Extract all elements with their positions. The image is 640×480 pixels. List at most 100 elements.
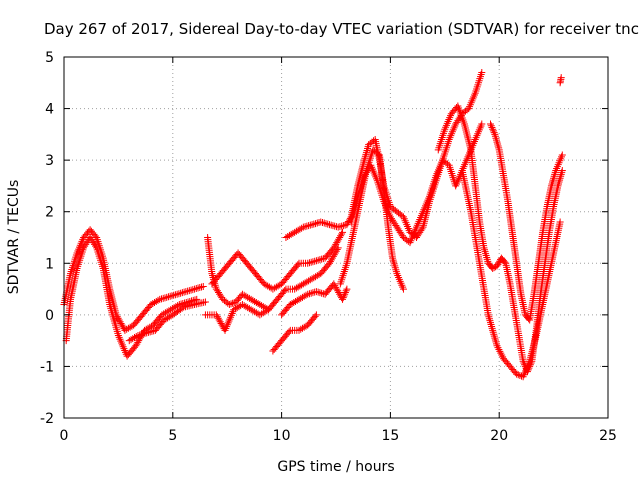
data-point (557, 74, 565, 82)
data-point (281, 287, 289, 295)
data-point (319, 219, 327, 227)
data-point (325, 221, 333, 229)
data-point (178, 289, 186, 297)
data-point (339, 228, 347, 236)
data-point (488, 324, 496, 332)
data-point (557, 172, 565, 180)
data-point (185, 287, 193, 295)
data-point (92, 242, 100, 250)
data-point (144, 328, 152, 336)
data-point (305, 290, 313, 298)
data-point (339, 294, 347, 302)
data-point (309, 258, 317, 266)
data-point (184, 298, 192, 306)
data-point (490, 330, 498, 338)
data-point (550, 174, 558, 182)
data-point (333, 246, 341, 254)
data-point (194, 284, 202, 292)
x-tick-label: 5 (168, 428, 177, 444)
data-point (304, 259, 312, 267)
chart-title: Day 267 of 2017, Sidereal Day-to-day VTE… (44, 20, 640, 38)
data-point (299, 223, 307, 231)
data-point (391, 264, 399, 272)
data-point (340, 292, 348, 300)
data-point (318, 255, 326, 263)
data-point (307, 258, 315, 266)
data-point (316, 289, 324, 297)
data-point (478, 68, 486, 76)
data-point (525, 315, 533, 323)
data-point (338, 230, 346, 238)
data-point (418, 225, 426, 233)
data-point (556, 218, 564, 226)
data-point (491, 334, 499, 342)
data-point (489, 127, 497, 135)
data-point (157, 295, 165, 303)
data-point (192, 285, 200, 293)
data-point (156, 295, 164, 303)
data-point (339, 295, 347, 303)
data-point (478, 120, 486, 128)
data-point (489, 125, 497, 133)
y-tick-label: 2 (45, 205, 54, 221)
data-point (338, 222, 346, 230)
y-axis-label: SDTVAR / TECUs (6, 180, 22, 295)
data-point (343, 221, 351, 229)
x-tick-label: 15 (381, 428, 399, 444)
data-point (163, 293, 171, 301)
data-point (174, 302, 182, 310)
data-point (558, 166, 566, 174)
data-point (199, 282, 207, 290)
data-point (494, 142, 502, 150)
data-point (186, 297, 194, 305)
data-point (196, 284, 204, 292)
data-point (298, 224, 306, 232)
data-point (556, 174, 564, 182)
data-point (91, 232, 99, 240)
data-point (488, 322, 496, 330)
series-track-h (278, 280, 351, 319)
data-point (342, 287, 350, 295)
data-point (489, 328, 497, 336)
data-point (339, 222, 347, 230)
series-track-o (556, 74, 565, 87)
series-track-c (125, 298, 209, 345)
data-point (399, 285, 407, 293)
data-point (336, 223, 344, 231)
data-point (481, 246, 489, 254)
data-point (302, 291, 310, 299)
data-point (294, 261, 302, 269)
data-point (141, 329, 149, 337)
data-point (134, 331, 142, 339)
data-point (159, 294, 167, 302)
x-tick-label: 20 (490, 428, 508, 444)
data-point (311, 312, 319, 320)
data-point (549, 178, 557, 186)
y-tick-label: 5 (45, 50, 54, 66)
data-point (139, 330, 147, 338)
data-point (558, 168, 566, 176)
y-tick-label: 1 (45, 256, 54, 272)
x-tick-label: 0 (60, 428, 69, 444)
data-point (320, 219, 328, 227)
data-point (495, 259, 503, 267)
data-point (516, 371, 524, 379)
series-track-d (204, 234, 273, 314)
data-point (166, 292, 174, 300)
data-point (390, 260, 398, 268)
series-track-g (269, 311, 320, 355)
data-point (198, 283, 206, 291)
data-point (317, 218, 325, 226)
grid (64, 57, 608, 418)
x-tick-label: 10 (273, 428, 291, 444)
data-point (191, 285, 199, 293)
data-point (324, 220, 332, 228)
data-point (482, 252, 490, 260)
data-point (301, 223, 309, 231)
data-point (487, 122, 495, 130)
data-point (314, 288, 322, 296)
series-track-i (282, 68, 486, 241)
data-point (237, 292, 245, 300)
data-point (489, 264, 497, 272)
data-point (309, 289, 317, 297)
